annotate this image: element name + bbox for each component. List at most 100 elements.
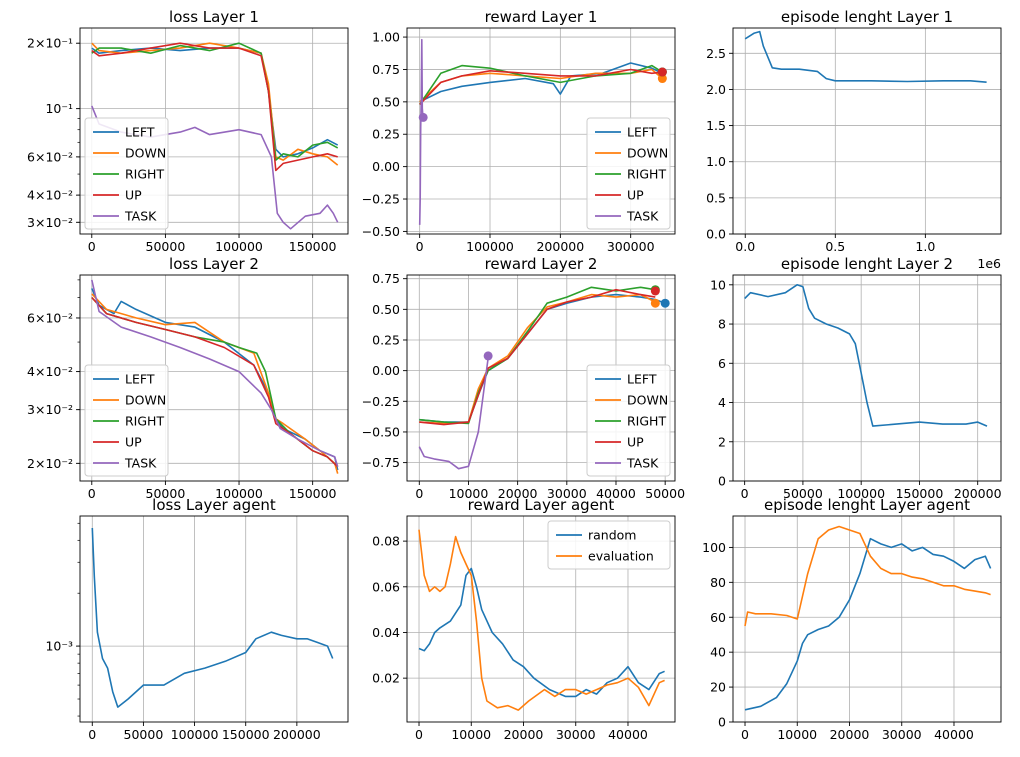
x-tick-label: 0 <box>416 239 424 254</box>
x-tick-label: 150000 <box>289 486 337 501</box>
x-tick-label: 50000 <box>124 727 164 742</box>
legend-label: TASK <box>626 209 659 224</box>
legend-label: LEFT <box>125 125 155 140</box>
y-tick-label: 3×10⁻² <box>27 215 73 230</box>
y-tick-label: 0.75 <box>372 271 400 286</box>
series-end-marker <box>418 112 428 122</box>
y-tick-label: 20 <box>710 680 726 695</box>
subplot-reward-layer-1: 0 100000 200000 300000 −0.50 −0.25 0.00 0.25 0.5… <box>362 8 676 254</box>
y-tick-label: 0.04 <box>372 625 400 640</box>
series-line-0 <box>744 30 987 83</box>
legend-label: DOWN <box>125 146 166 161</box>
y-tick-label: 3×10⁻² <box>27 402 73 417</box>
plot-area <box>91 527 334 708</box>
plot-area <box>418 38 667 225</box>
legend-label: LEFT <box>125 372 155 387</box>
series-line-task <box>418 38 424 225</box>
y-tick-label: 0.02 <box>372 671 400 686</box>
y-tick-label: −0.75 <box>362 455 400 470</box>
axes-frame <box>732 515 1002 723</box>
x-tick-label: 200000 <box>536 239 584 254</box>
series-line-up <box>419 288 656 426</box>
legend-label: LEFT <box>627 372 657 387</box>
subplot-episode-length-layer-1: 0.0 0.5 1.0 0.0 0.5 1.0 1.5 2.0 2.5 episode lengh… <box>706 8 1002 271</box>
series-line-0 <box>91 527 334 708</box>
series-line-0 <box>744 537 992 711</box>
axes-frame <box>406 274 676 482</box>
plot-area <box>744 30 987 83</box>
plot-area <box>91 279 339 474</box>
subplot-episode-length-layer-2: 0 50000 100000 150000 200000 0 2 4 6 8 10 episode l… <box>710 255 1002 501</box>
axes-frame <box>406 515 676 723</box>
series-end-marker <box>657 74 667 84</box>
series-line-right <box>419 286 656 425</box>
series-line-up <box>419 68 663 105</box>
subplot-episode-length-layer-agent: 0 10000 20000 30000 40000 0 20 40 60 80 100 episode… <box>702 496 1002 742</box>
subplot-loss-layer-agent: 0 50000 100000 150000 200000 10⁻³ loss Layer a… <box>45 496 349 742</box>
x-tick-label: 50000 <box>645 486 685 501</box>
x-tick-label: 100000 <box>466 239 514 254</box>
y-tick-label: 1.5 <box>706 118 726 133</box>
x-tick-label: 20000 <box>504 727 544 742</box>
y-tick-label: 10 <box>710 277 726 292</box>
series-line-evaluation <box>418 529 665 711</box>
series-line-random <box>418 567 665 698</box>
x-tick-label: 150000 <box>896 486 944 501</box>
series-end-marker <box>660 298 670 308</box>
x-tick-label: 0 <box>741 486 749 501</box>
legend-label: TASK <box>626 456 659 471</box>
y-tick-label: 0 <box>718 474 726 489</box>
grid <box>733 516 1001 723</box>
chart-title: reward Layer agent <box>468 496 615 514</box>
x-tick-label: 100000 <box>215 239 263 254</box>
legend-label: UP <box>627 435 644 450</box>
subplot-reward-layer-agent: 0 10000 20000 30000 40000 0.02 0.04 0.06 0.08 rew… <box>372 496 676 742</box>
y-tick-label: −0.25 <box>362 394 400 409</box>
y-tick-label: 0.50 <box>372 302 400 317</box>
y-tick-label: 2×10⁻² <box>27 456 73 471</box>
subplot-loss-layer-2: 0 50000 100000 150000 6×10⁻² 4×10⁻² 3×10⁻² 2×10… <box>27 255 349 501</box>
x-tick-label: 30000 <box>882 727 922 742</box>
y-tick-label: 4 <box>718 395 726 410</box>
x-tick-label: 150000 <box>222 727 270 742</box>
legend-box <box>547 520 671 570</box>
y-tick-label: 100 <box>702 540 726 555</box>
x-tick-label: 10000 <box>451 727 491 742</box>
legend-label: UP <box>627 188 644 203</box>
chart-title: episode lenght Layer 1 <box>781 8 953 26</box>
legend-label: RIGHT <box>627 167 666 182</box>
y-tick-label: 8 <box>718 317 726 332</box>
series-end-marker <box>657 67 667 77</box>
series-line-up <box>91 296 339 468</box>
axes-frame <box>79 515 349 723</box>
y-tick-label: 0.75 <box>372 62 400 77</box>
series-line-task <box>91 279 339 467</box>
legend-label: DOWN <box>125 393 166 408</box>
axes-frame <box>406 27 676 235</box>
legend-label: DOWN <box>627 146 668 161</box>
x-tick-label: 0.5 <box>825 239 845 254</box>
x-tick-label: 50000 <box>146 486 186 501</box>
legend: LEFT DOWN RIGHT UP TASK <box>586 117 671 230</box>
series-end-marker <box>650 298 660 308</box>
subplot-reward-layer-2: 0 10000 20000 30000 40000 50000 −0.75 −0.50 −0.2… <box>362 255 685 501</box>
series-end-marker <box>483 351 493 361</box>
legend-label: evaluation <box>588 549 654 564</box>
legend-box <box>84 364 169 477</box>
y-tick-label: 10⁻¹ <box>45 101 73 116</box>
series-line-right <box>91 42 339 161</box>
y-tick-label: 40 <box>710 645 726 660</box>
y-tick-label: 0.50 <box>372 94 400 109</box>
legend-box <box>586 364 671 477</box>
x-tick-label: 100000 <box>171 727 219 742</box>
y-tick-label: 0.5 <box>706 190 726 205</box>
y-tick-label: 80 <box>710 575 726 590</box>
y-tick-label: 60 <box>710 610 726 625</box>
legend: random evaluation <box>547 520 671 570</box>
legend: LEFT DOWN RIGHT UP TASK <box>586 364 671 477</box>
legend: LEFT DOWN RIGHT UP TASK <box>84 117 169 230</box>
legend-box <box>84 117 169 230</box>
x-tick-label: 0 <box>741 727 749 742</box>
y-tick-label: 0.08 <box>372 534 400 549</box>
x-tick-label: 10000 <box>449 486 489 501</box>
